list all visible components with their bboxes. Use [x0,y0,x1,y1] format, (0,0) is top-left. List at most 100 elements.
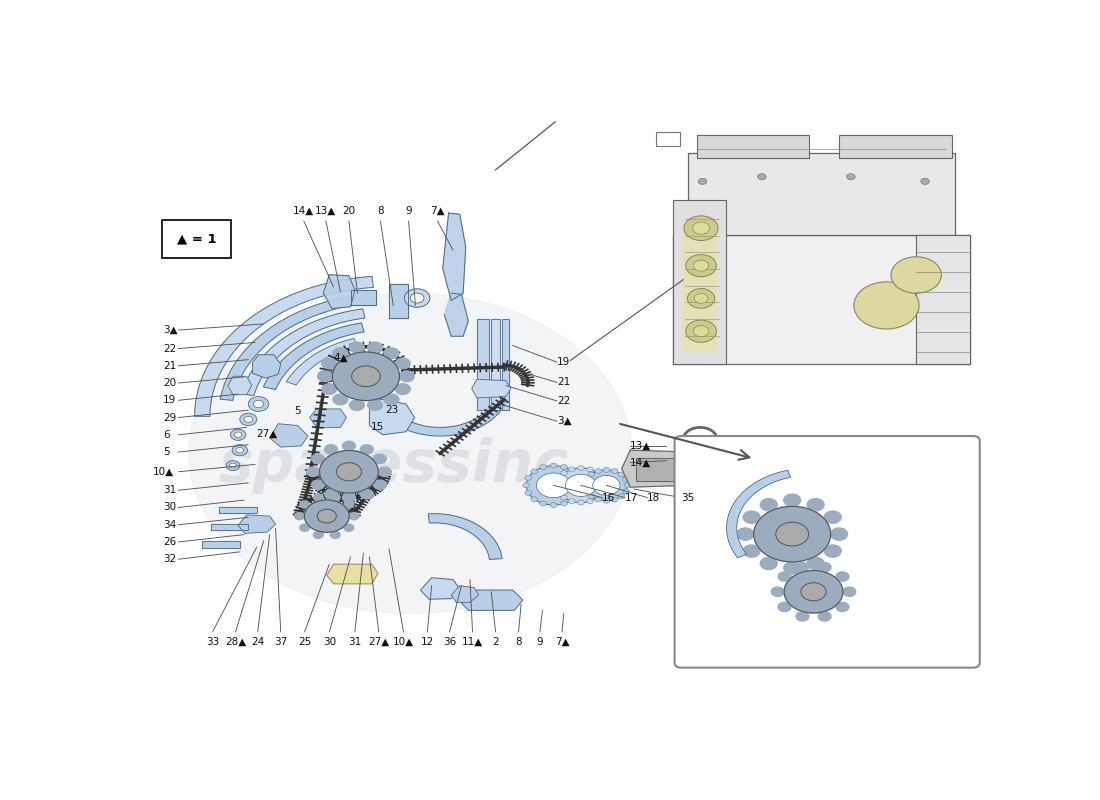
Polygon shape [442,213,465,301]
Circle shape [332,352,399,401]
Circle shape [367,400,383,410]
Circle shape [361,490,373,499]
Circle shape [540,501,547,506]
Polygon shape [253,354,280,378]
Circle shape [569,467,575,472]
Circle shape [783,562,801,574]
FancyBboxPatch shape [162,221,231,258]
Bar [351,290,376,306]
Circle shape [321,358,337,369]
Circle shape [801,582,826,601]
Circle shape [760,558,778,570]
Circle shape [557,468,605,502]
Circle shape [540,465,547,470]
Circle shape [578,500,584,505]
Text: 26: 26 [163,537,176,547]
Circle shape [618,472,625,477]
Circle shape [314,531,323,538]
Text: 35: 35 [681,493,694,502]
Circle shape [698,178,707,185]
Circle shape [367,342,383,353]
Circle shape [350,342,364,353]
Text: 18: 18 [647,493,660,502]
Circle shape [320,450,378,493]
Circle shape [240,414,256,426]
Text: 37: 37 [274,637,287,647]
Circle shape [586,498,593,504]
Text: 4▲: 4▲ [333,353,348,363]
Circle shape [818,612,830,621]
Circle shape [249,397,268,411]
Text: 31: 31 [349,637,362,647]
Text: 19: 19 [557,357,570,367]
Circle shape [378,467,392,477]
Text: 22: 22 [163,343,176,354]
Bar [682,223,717,352]
Circle shape [824,511,842,523]
Bar [916,235,969,364]
Circle shape [230,463,236,468]
Text: 17: 17 [625,493,638,502]
Circle shape [405,289,430,307]
Circle shape [818,562,830,572]
Circle shape [342,442,355,450]
Polygon shape [310,409,346,427]
Text: 5: 5 [295,406,301,416]
Circle shape [595,469,602,474]
Text: 22: 22 [557,396,570,406]
Bar [219,507,257,513]
Text: 30: 30 [322,637,335,647]
Circle shape [583,489,590,494]
Circle shape [396,358,410,369]
Bar [656,132,680,146]
Circle shape [399,371,415,382]
Polygon shape [220,294,367,401]
Circle shape [349,513,359,520]
Circle shape [537,473,571,498]
Circle shape [586,467,593,472]
Polygon shape [327,564,378,584]
Text: 8: 8 [377,206,384,216]
Text: 9: 9 [537,637,543,647]
Circle shape [684,216,718,241]
Circle shape [612,469,618,474]
Circle shape [344,524,354,531]
Circle shape [561,495,568,500]
Bar [211,524,249,530]
Circle shape [771,587,784,597]
Text: 23: 23 [385,405,398,415]
Circle shape [565,474,596,496]
Circle shape [583,477,590,482]
Text: 36: 36 [443,637,456,647]
Text: 21: 21 [163,361,176,371]
Text: 9: 9 [405,206,411,216]
Circle shape [575,475,582,480]
Text: 28▲: 28▲ [224,637,246,647]
Polygon shape [726,470,791,558]
Circle shape [550,502,557,507]
Text: 34: 34 [163,520,176,530]
Polygon shape [228,376,252,394]
Circle shape [337,462,362,481]
Text: 12: 12 [420,637,434,647]
Circle shape [374,454,386,463]
Circle shape [618,494,625,498]
Circle shape [776,522,808,546]
Circle shape [778,602,791,612]
Circle shape [807,498,824,511]
Circle shape [921,178,929,185]
Bar [688,154,955,235]
Polygon shape [286,338,358,385]
Text: 30: 30 [163,502,176,513]
Circle shape [300,524,309,531]
Circle shape [603,498,609,503]
Circle shape [307,467,320,477]
Text: 10▲: 10▲ [393,637,414,647]
Circle shape [744,545,760,557]
Circle shape [623,477,629,482]
Circle shape [693,326,708,337]
Polygon shape [451,586,478,602]
Circle shape [685,254,716,277]
Circle shape [625,483,631,488]
Text: 33: 33 [206,637,219,647]
